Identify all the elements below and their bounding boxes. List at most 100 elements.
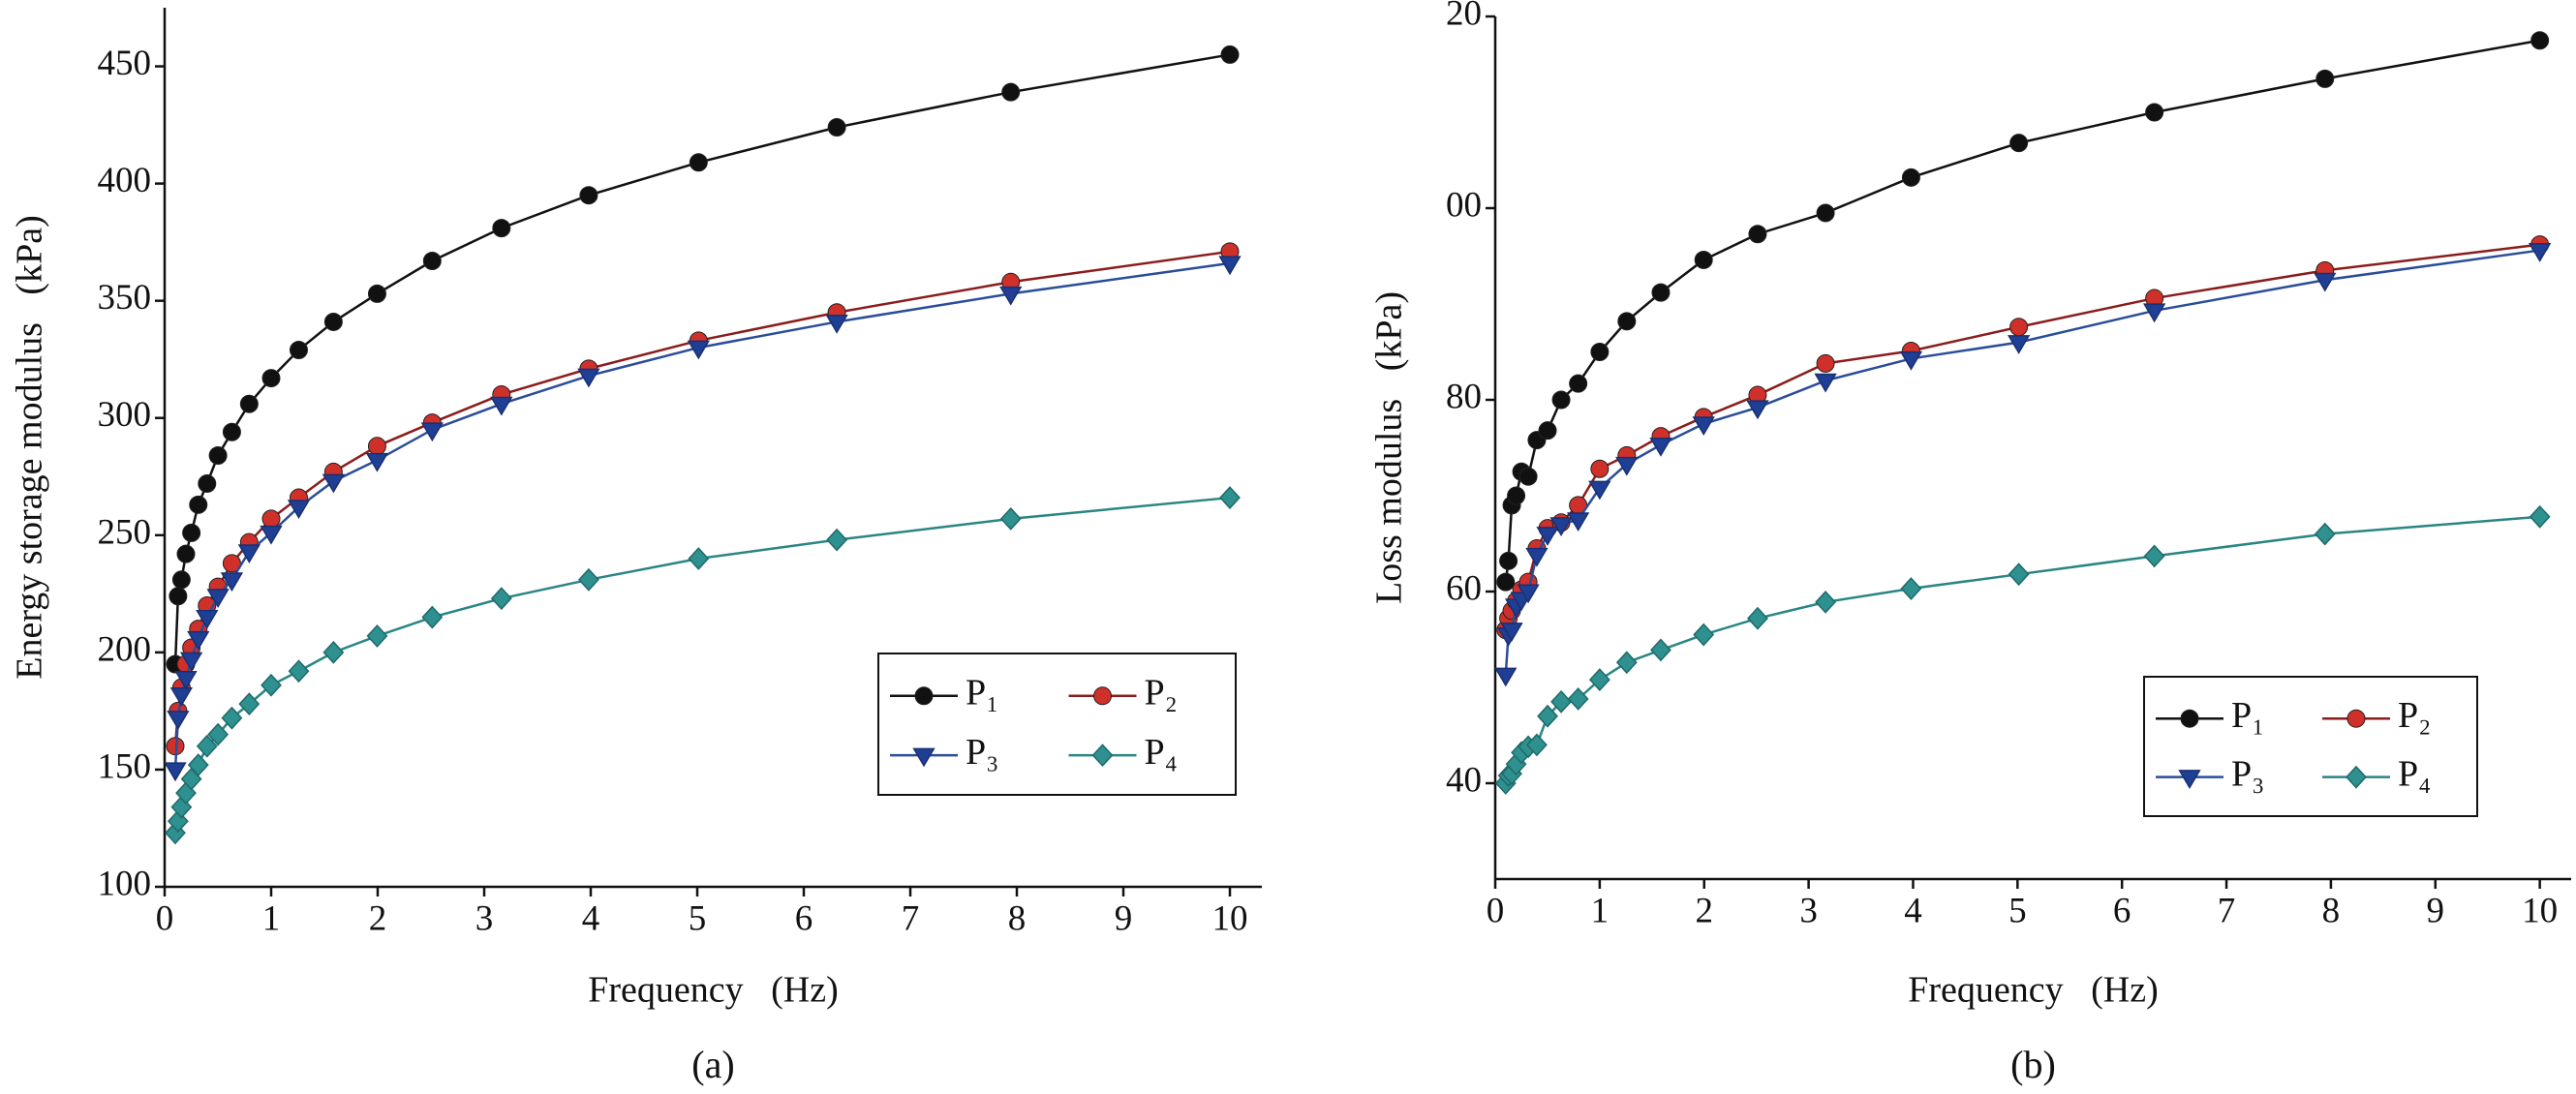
legend-label: P₄ (2398, 753, 2431, 794)
marker (176, 544, 196, 563)
marker (1551, 390, 1571, 410)
marker (577, 368, 600, 388)
marker (1748, 225, 1767, 244)
legend-marker (2346, 765, 2367, 789)
marker (1536, 527, 1559, 546)
x-tick-label: 4 (582, 898, 600, 938)
series-line (173, 53, 1231, 665)
marker (1566, 512, 1590, 532)
series-line (1504, 39, 2540, 583)
x-tick-label: 2 (1695, 891, 1713, 930)
legend-marker (2346, 709, 2366, 728)
x-tick-label: 3 (475, 898, 494, 938)
marker (222, 422, 241, 441)
legend-label: P₂ (1145, 673, 1178, 714)
x-tick-label: 7 (2218, 891, 2236, 930)
marker (2528, 243, 2552, 262)
marker (261, 369, 281, 388)
marker (239, 394, 259, 413)
marker (1219, 486, 1241, 509)
x-axis-label: Frequency (Hz) (588, 970, 839, 1011)
marker (1218, 256, 1242, 276)
marker (2008, 562, 2030, 587)
series-line (1504, 249, 2540, 676)
marker (827, 117, 846, 137)
marker (2315, 69, 2335, 88)
y-tick-label: 350 (98, 278, 152, 318)
marker (1692, 416, 1715, 437)
y-tick-label: 80 (1446, 377, 1482, 416)
marker (687, 340, 710, 360)
marker (490, 587, 512, 611)
marker (1816, 353, 1835, 373)
marker (289, 341, 308, 360)
x-tick-label: 8 (1008, 898, 1027, 938)
y-tick-label: 100 (98, 864, 152, 903)
marker (322, 473, 346, 494)
legend-marker (2180, 709, 2199, 728)
y-tick-label: 200 (98, 629, 152, 669)
marker (1494, 667, 1518, 687)
x-tick-label: 6 (795, 898, 813, 938)
legend-marker (1091, 744, 1114, 768)
marker (196, 610, 219, 629)
marker (164, 762, 187, 782)
marker (826, 528, 848, 552)
marker (1538, 421, 1557, 441)
marker (1693, 623, 1715, 647)
marker (825, 314, 848, 334)
marker (198, 474, 217, 494)
marker (1588, 668, 1610, 691)
marker (1590, 343, 1610, 361)
marker (206, 589, 230, 609)
marker (1567, 686, 1589, 711)
legend-label: P₃ (966, 732, 998, 773)
marker (169, 587, 188, 606)
marker (288, 659, 310, 684)
x-tick-label: 8 (2322, 891, 2341, 930)
legend-label: P₁ (966, 673, 998, 714)
marker (2314, 522, 2336, 546)
marker (322, 640, 345, 664)
legend: P₁ P₂ P₃ P₄ (877, 653, 1237, 796)
marker (999, 506, 1022, 531)
marker (1220, 45, 1240, 64)
marker (287, 500, 311, 520)
legend-label: P₃ (2231, 753, 2264, 794)
marker (1499, 551, 1518, 570)
marker (1518, 467, 1538, 486)
marker (171, 570, 191, 590)
marker (1500, 623, 1523, 642)
marker (999, 286, 1023, 306)
marker (260, 525, 283, 545)
y-tick-label: 00 (1446, 185, 1482, 225)
x-tick-label: 10 (2522, 891, 2558, 930)
legend-marker (2178, 770, 2201, 789)
marker (1617, 312, 1637, 331)
legend: P₁ P₂ P₃ P₄ (2143, 676, 2478, 817)
marker (1001, 82, 1021, 102)
marker (1815, 590, 1836, 614)
marker (579, 186, 598, 205)
marker (1525, 547, 1549, 567)
marker (237, 544, 261, 564)
y-tick-label: 20 (1446, 0, 1482, 33)
panel-label: (a) (691, 1043, 734, 1086)
marker (1816, 203, 1835, 223)
x-axis-label: Frequency (Hz) (1908, 970, 2159, 1011)
marker (1650, 638, 1671, 662)
marker (367, 284, 386, 303)
marker (208, 445, 228, 465)
marker (1496, 572, 1516, 592)
marker (196, 734, 218, 758)
marker (1537, 704, 1558, 728)
marker (169, 686, 194, 707)
marker (189, 495, 208, 514)
x-tick-label: 4 (1904, 891, 1922, 930)
marker (420, 422, 444, 442)
marker (2143, 544, 2165, 568)
marker (422, 252, 442, 271)
x-tick-label: 5 (2009, 891, 2027, 930)
x-tick-label: 9 (1115, 898, 1133, 938)
marker (1590, 459, 1610, 478)
